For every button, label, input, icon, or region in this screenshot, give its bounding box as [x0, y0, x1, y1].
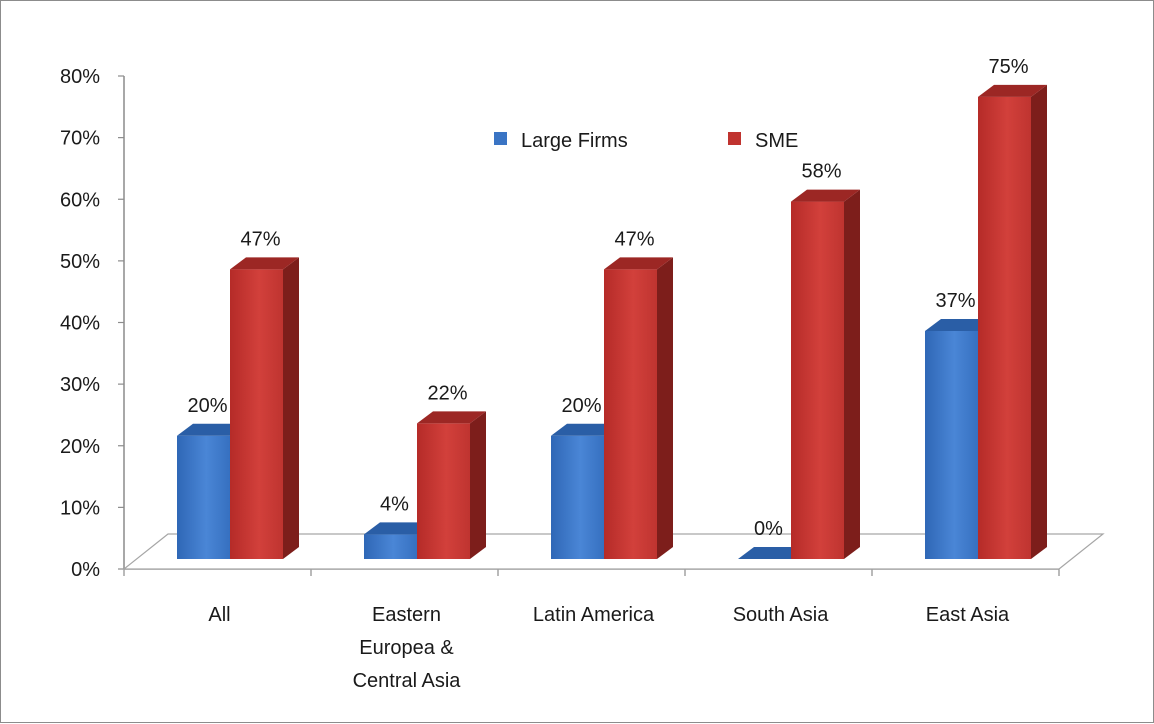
bar-side [470, 411, 486, 559]
bar-side [844, 189, 860, 559]
bar-top [230, 257, 299, 270]
bar-sme-3 [791, 189, 860, 559]
legend-label: Large Firms [521, 130, 628, 152]
y-tick-label: 80% [60, 66, 100, 88]
bar-front [978, 96, 1031, 559]
x-category-label: Central Asia [353, 670, 462, 692]
y-tick-label: 30% [60, 374, 100, 396]
x-category-label: Latin America [533, 604, 655, 626]
x-category-label: All [208, 604, 230, 626]
x-category-label: Europea & [359, 637, 454, 659]
y-tick-label: 20% [60, 436, 100, 458]
data-label: 75% [988, 56, 1028, 78]
bar-front [364, 534, 417, 559]
bar-top [551, 423, 620, 436]
data-label: 58% [801, 161, 841, 183]
x-category-label: Eastern [372, 604, 441, 626]
bar-top [604, 257, 673, 270]
data-label: 20% [187, 395, 227, 417]
data-label: 47% [614, 228, 654, 250]
y-tick-label: 0% [71, 559, 100, 581]
bar-top [364, 522, 433, 535]
bar-sme-2 [604, 257, 673, 559]
legend-swatch [494, 132, 507, 145]
bar-front [230, 269, 283, 559]
x-category-label: East Asia [926, 604, 1010, 626]
bar-front [417, 423, 470, 559]
bar-large-firms-3 [738, 547, 807, 559]
bar-top [417, 411, 486, 424]
bar-sme-1 [417, 411, 486, 559]
bar-front [177, 435, 230, 559]
bar-side [1031, 84, 1047, 559]
data-label: 4% [380, 493, 409, 515]
bar-side [657, 257, 673, 559]
bar-top [791, 189, 860, 202]
bar-front [551, 435, 604, 559]
y-tick-label: 10% [60, 497, 100, 519]
y-tick-label: 40% [60, 313, 100, 335]
data-label: 47% [240, 228, 280, 250]
bar-top [177, 423, 246, 436]
y-tick-label: 50% [60, 251, 100, 273]
legend-swatch [728, 132, 741, 145]
bar-front [604, 269, 657, 559]
bar-front [925, 330, 978, 559]
y-tick-label: 60% [60, 189, 100, 211]
legend: Large Firms SME [494, 130, 798, 152]
data-label: 22% [427, 382, 467, 404]
bar-side [283, 257, 299, 559]
data-label: 37% [935, 290, 975, 312]
data-label: 20% [561, 395, 601, 417]
bar-sme-0 [230, 257, 299, 559]
x-category-label: South Asia [733, 604, 830, 626]
bar-sme-4 [978, 84, 1047, 559]
y-tick-label: 70% [60, 128, 100, 150]
bar-top [738, 547, 807, 559]
bar-front [791, 201, 844, 559]
data-label: 0% [754, 518, 783, 540]
bar-top [978, 84, 1047, 97]
bar-top [925, 318, 994, 331]
legend-label: SME [755, 130, 798, 152]
